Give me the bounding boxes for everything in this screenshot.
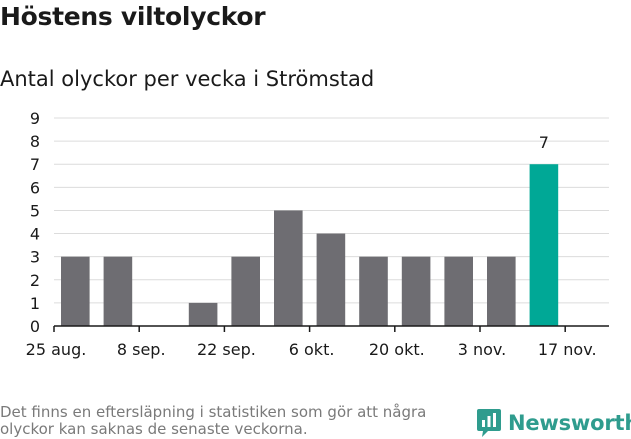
y-tick-label: 6 [30,178,40,197]
bar [444,256,473,326]
x-tick-label: 20 okt. [369,340,425,359]
y-tick-label: 2 [30,271,40,290]
bar [316,233,346,326]
footnote: Det finns en eftersläpning i statistiken… [0,403,427,438]
brand-name: Newsworthy [508,411,631,435]
bar [188,302,218,326]
y-tick-label: 8 [30,132,40,151]
y-tick-label: 9 [30,109,40,128]
bar [401,256,431,326]
y-tick-label: 5 [30,201,40,220]
bar [61,256,90,326]
y-tick-label: 4 [30,225,40,244]
chart-subtitle: Antal olyckor per vecka i Strömstad [0,67,375,91]
x-tick-label: 25 aug. [26,340,87,359]
bar [274,210,303,326]
bar-highlight [529,164,559,326]
chart-title: Höstens viltolyckor [0,2,266,31]
bar [359,256,388,326]
y-tick-label: 0 [30,317,40,336]
x-tick-label: 22 sep. [197,340,256,359]
y-tick-label: 1 [30,294,40,313]
x-tick-label: 8 sep. [117,340,166,359]
newsworthy-logo-icon [477,409,501,437]
y-tick-label: 7 [30,155,40,174]
brand-logo[interactable]: Newsworthy [476,408,631,438]
data-label: 7 [539,133,549,152]
bar [103,256,133,326]
bar [487,256,516,326]
x-tick-label: 3 nov. [458,340,507,359]
x-tick-label: 6 okt. [289,340,335,359]
bar-chart: 0 1 2 3 4 5 6 7 8 9 7 25 aug. 8 sep. 22 sep. 6 okt. 20 … [26,109,609,359]
y-tick-label: 3 [30,248,40,267]
x-tick-label: 17 nov. [538,340,597,359]
bar [231,256,260,326]
